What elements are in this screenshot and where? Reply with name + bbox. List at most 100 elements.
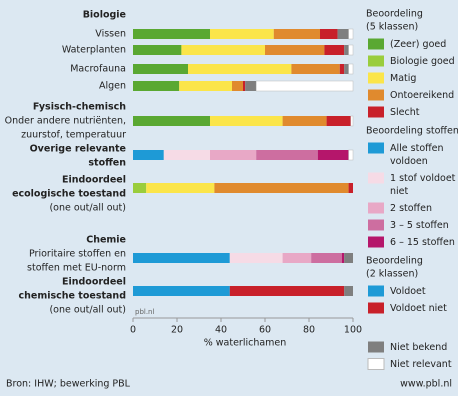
bar-segment <box>348 28 354 40</box>
legend-title: (5 klassen) <box>366 22 418 33</box>
bar-segment <box>229 286 345 296</box>
bar-segment <box>344 64 349 74</box>
bar-segment <box>229 253 283 263</box>
legend-swatch <box>368 202 384 214</box>
bar-segment <box>255 80 354 92</box>
category-label: Macrofauna <box>70 64 126 75</box>
bar-segment <box>232 81 243 91</box>
x-tick-label: 20 <box>171 325 183 336</box>
bar-segment <box>256 150 318 160</box>
legend-swatch <box>368 219 384 231</box>
x-axis-label: % waterlichamen <box>204 338 287 349</box>
bar-segment <box>348 44 354 56</box>
legend-title: (2 klassen) <box>366 269 418 280</box>
category-heading: stoffen <box>88 158 126 169</box>
category-heading: Eindoordeel <box>62 277 126 288</box>
bar-segment <box>163 150 210 160</box>
bar-segment <box>326 116 351 126</box>
watermark: pbl.nl <box>135 308 154 316</box>
legend-swatch <box>367 358 385 370</box>
legend-title: Beoordeling stoffen <box>366 126 458 137</box>
category-label: Prioritaire stoffen en <box>29 249 126 260</box>
legend-label: 1 stof voldoet niet <box>390 173 456 197</box>
legend-label: Niet relevant <box>390 359 452 370</box>
bar-segment <box>133 29 210 39</box>
legend-title: Beoordeling <box>366 9 423 20</box>
x-tick-label: 80 <box>303 325 315 336</box>
bar-segment <box>342 253 345 263</box>
category-label: zuurstof, temperatuur <box>21 130 126 141</box>
legend-label: 3 – 5 stoffen <box>390 220 449 231</box>
x-tick-label: 0 <box>130 325 136 336</box>
bar-segment <box>133 64 188 74</box>
bar-segment <box>245 81 257 91</box>
url: www.pbl.nl <box>400 379 452 390</box>
bar-segment <box>243 81 246 91</box>
legend-label: Voldoet niet <box>390 303 447 314</box>
bar-segment <box>188 64 292 74</box>
bar-segment <box>273 29 320 39</box>
category-heading: Chemie <box>86 235 126 246</box>
legend-swatch <box>368 142 384 154</box>
bar-segment <box>146 183 215 193</box>
bar-segment <box>214 183 349 193</box>
x-tick-label: 60 <box>259 325 271 336</box>
legend-label: Matig <box>390 73 416 84</box>
bar-segment <box>350 115 354 127</box>
legend-swatch <box>368 38 384 50</box>
bar-segment <box>344 253 353 263</box>
bar-segment <box>317 150 349 160</box>
bar-segment <box>133 253 230 263</box>
legend-swatch <box>368 341 384 353</box>
bar-segment <box>344 45 349 55</box>
legend-label: 6 – 15 stoffen <box>390 237 455 248</box>
category-heading: Overige relevante <box>30 144 126 155</box>
category-label: Waterplanten <box>62 45 126 56</box>
bar-segment <box>344 286 353 296</box>
bar-segment <box>282 253 312 263</box>
bar-segment <box>179 81 232 91</box>
bar-segment <box>210 150 257 160</box>
legend-label: Voldoet <box>390 286 426 297</box>
legend-label: Ontoereikend <box>390 90 454 101</box>
category-heading: Biologie <box>83 10 126 21</box>
bar-segment <box>320 29 338 39</box>
legend-label: Alle stoffen voldoen <box>390 143 444 167</box>
category-heading: ecologische toestand <box>12 189 126 200</box>
bar-segment <box>337 29 349 39</box>
bar-segment <box>291 64 340 74</box>
category-label: (one out/all out) <box>49 305 126 316</box>
bar-segment <box>339 64 345 74</box>
bar-segment <box>133 150 164 160</box>
category-label: (one out/all out) <box>49 203 126 214</box>
legend-title: Beoordeling <box>366 256 423 267</box>
x-tick-label: 100 <box>344 325 362 336</box>
legend-swatch <box>368 89 384 101</box>
category-label: Algen <box>99 81 126 92</box>
category-heading: Fysisch-chemisch <box>33 102 126 113</box>
bar-segment <box>210 116 283 126</box>
source: Bron: IHW; bewerking PBL <box>6 379 131 390</box>
bar-segment <box>282 116 327 126</box>
legend-swatch <box>368 236 384 248</box>
legend-swatch <box>368 285 384 297</box>
x-tick-label: 40 <box>215 325 227 336</box>
bar-segment <box>133 81 180 91</box>
bar-segment <box>324 45 345 55</box>
bar-segment <box>181 45 265 55</box>
category-heading: chemische toestand <box>19 291 126 302</box>
category-label: Vissen <box>95 29 126 40</box>
bar-segment <box>210 29 274 39</box>
legend-swatch <box>368 172 384 184</box>
legend-swatch <box>368 55 384 67</box>
bar-segment <box>348 183 353 193</box>
bar-segment <box>348 149 354 161</box>
legend-swatch <box>368 72 384 84</box>
bar-segment <box>311 253 342 263</box>
legend-label: Biologie goed <box>390 56 455 67</box>
legend-label: (Zeer) goed <box>390 39 446 50</box>
legend-swatch <box>368 106 384 118</box>
bar-segment <box>265 45 325 55</box>
category-label: Onder andere nutriënten, <box>5 116 126 127</box>
legend-label: 2 stoffen <box>390 203 432 214</box>
